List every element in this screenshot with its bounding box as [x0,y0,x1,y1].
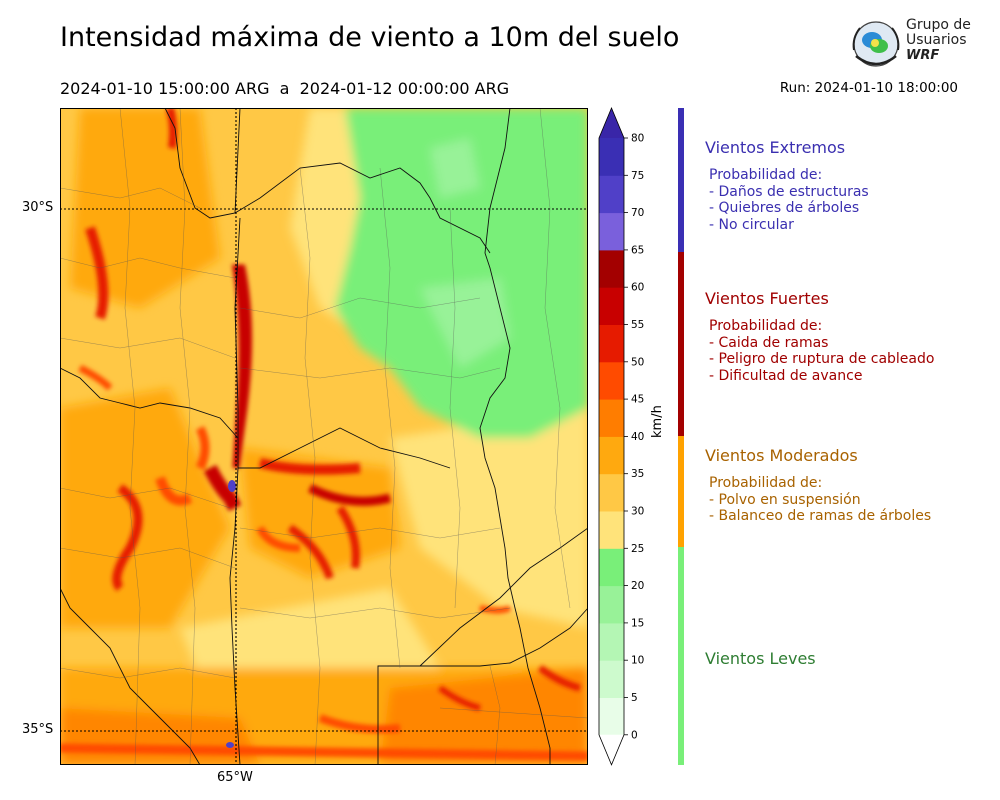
legend-group: Vientos Extremos Probabilidad de: - Daños … [705,138,869,233]
legend-color-bar [678,547,684,765]
forecast-period: 2024-01-10 15:00:00 ARG a 2024-01-12 00:… [60,79,510,98]
graticule [60,108,588,765]
extreme-wind-spot [228,480,236,492]
colorbar: 0 5 10 15 20 25 30 35 40 45 50 55 60 65 70 75 80 [596,104,686,770]
colorbar-segment [599,287,624,325]
colorbar-segment [599,175,624,214]
legend-group-line: - Daños de estructuras [709,183,869,200]
colorbar-segment [599,361,624,400]
legend-group-line: - Peligro de ruptura de cableado [709,351,935,367]
colorbar-extend-max [599,108,624,138]
colorbar-segment [599,697,624,736]
colorbar-tick-label: 75 [631,170,644,182]
colorbar-tick-label: 45 [631,394,644,406]
legend-group-line: - Quiebres de árboles [709,200,860,216]
colorbar-tick-label: 65 [631,244,644,256]
legend-group-line: Probabilidad de: [709,475,823,491]
run-timestamp: Run: 2024-01-10 18:00:00 [779,80,958,96]
legend-group-title: Vientos Fuertes [705,289,829,308]
colorbar-tick-label: 10 [631,655,644,667]
colorbar-tick-label: 55 [631,319,644,331]
colorbar-tick-label: 60 [631,282,644,294]
colorbar-segment [599,249,624,288]
colorbar-segment [599,660,624,698]
legend-group: Vientos Moderados Probabilidad de: - Polvo… [705,446,931,525]
colorbar-tick-label: 5 [631,692,638,704]
lat-label-30s: 30°S [22,200,54,215]
colorbar-segment [599,585,624,624]
colorbar-tick-label: 70 [631,207,644,219]
legend-group-line: Probabilidad de: [709,318,823,334]
colorbar-tick-label: 50 [631,356,644,368]
legend-group-line: - Dificultad de avance [709,367,863,384]
legend-color-bar [678,252,684,436]
legend-group-line: - Balanceo de ramas de árboles [709,508,932,524]
logo-text-line1: Grupo de [906,17,971,33]
lon-label-65w: 65°W [217,770,253,785]
legend-group: Vientos Leves [705,649,816,668]
colorbar-segment [599,138,624,176]
colorbar-segment [599,399,624,437]
logo-text-line2: Usuarios [906,32,967,48]
legend-group-line: - Caida de ramas [709,334,829,351]
colorbar-segment [599,324,624,363]
colorbar-tick-label: 30 [631,506,644,518]
legend-group: Vientos Fuertes Probabilidad de: - Caida d… [705,289,934,384]
logo-text-line3: WRF [906,48,940,63]
colorbar-tick-label: 40 [631,431,644,443]
wind-intensity-map [60,108,588,765]
legend-group-line: - Polvo en suspensión [709,491,861,508]
colorbar-segment [599,436,624,475]
legend-group-title: Vientos Moderados [705,446,858,465]
wind-category-legend: Vientos Extremos Probabilidad de: - Daños … [676,108,976,765]
lat-label-35s: 35°S [22,722,54,737]
legend-group-title: Vientos Leves [705,649,816,668]
map-canvas [60,108,588,765]
globe-logo-icon [852,21,900,67]
colorbar-tick-label: 25 [631,543,644,555]
colorbar-tick-label: 15 [631,617,644,629]
colorbar-segment [599,548,624,587]
chart-title: Intensidad máxima de viento a 10m del su… [60,22,680,53]
colorbar-tick-label: 0 [631,729,638,741]
grupo-usuarios-wrf-logo: Grupo de Usuarios WRF [848,16,978,74]
colorbar-tick-label: 20 [631,580,644,592]
colorbar-extend-min [599,734,624,765]
colorbar-tick-label: 35 [631,468,644,480]
legend-color-bar [678,108,684,252]
legend-color-bar [678,436,684,547]
strong-wind-streaks [60,108,588,761]
colorbar-segment [599,212,624,251]
map-frame [60,108,588,765]
colorbar-scale: 0 5 10 15 20 25 30 35 40 45 50 55 60 65 70 75 80 [598,106,644,766]
legend-group-line: Probabilidad de: [709,167,823,183]
colorbar-segment [599,622,624,661]
colorbar-segment [599,473,624,512]
colorbar-unit-label: km/h [650,405,665,438]
colorbar-tick-label: 80 [631,133,644,145]
legend-group-line: - No circular [709,216,794,233]
legend-group-title: Vientos Extremos [705,138,846,157]
political-boundaries [60,108,588,765]
extreme-wind-spot [226,742,234,748]
department-boundaries [60,108,588,765]
colorbar-segment [599,511,624,549]
